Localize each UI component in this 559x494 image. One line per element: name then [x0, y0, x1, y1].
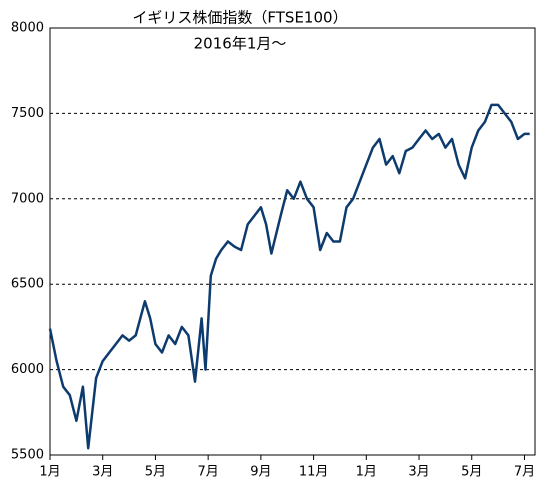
x-tick-label: 3月 [408, 465, 429, 480]
x-tick-label: 1月 [39, 465, 60, 480]
y-tick-label: 6500 [11, 277, 44, 292]
x-tick-label: 1月 [356, 465, 377, 480]
x-tick-label: 7月 [514, 465, 535, 480]
plot-frame [49, 27, 536, 456]
y-tick-label: 7500 [11, 106, 44, 121]
series-line [48, 103, 530, 450]
x-tick-label: 3月 [92, 465, 113, 480]
y-tick-label: 6000 [11, 362, 44, 377]
x-tick-label: 5月 [145, 465, 166, 480]
chart-subtitle: 2016年1月～ [194, 35, 287, 53]
y-tick-label: 5500 [11, 448, 44, 463]
chart-title: イギリス株価指数（FTSE100） [132, 9, 347, 27]
y-tick-label: 7000 [11, 191, 44, 206]
x-tick-label: 5月 [461, 465, 482, 480]
x-tick-label: 11月 [299, 465, 329, 480]
y-tick-label: 8000 [11, 21, 44, 36]
x-tick-label: 9月 [250, 465, 271, 480]
x-tick-label: 7月 [198, 465, 219, 480]
